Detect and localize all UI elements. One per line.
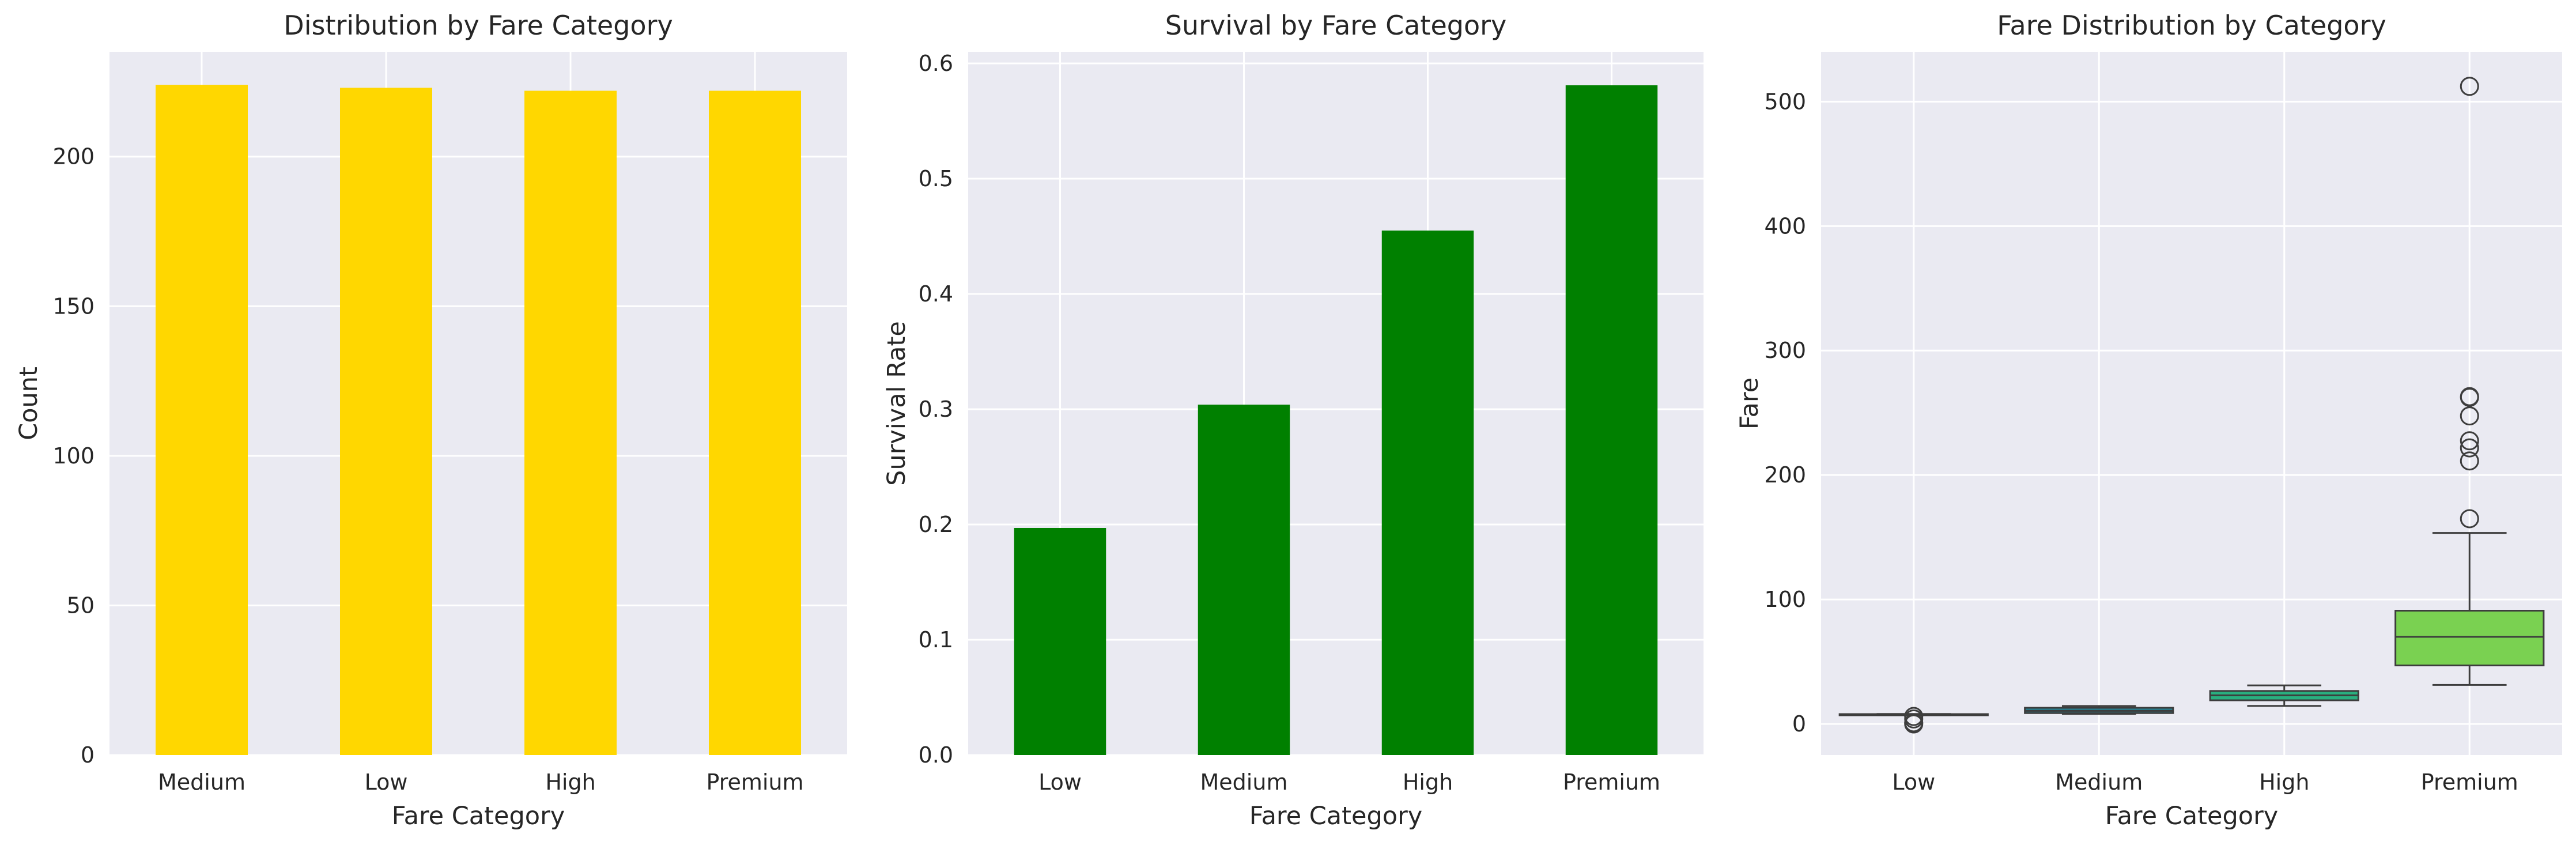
- y-tick-label: 0.3: [919, 397, 953, 422]
- x-tick-label-low: Low: [365, 769, 408, 795]
- y-tick-label: 0.6: [919, 51, 953, 76]
- outlier-point: [2460, 438, 2479, 458]
- outlier-point: [2460, 451, 2479, 471]
- chart-title: Fare Distribution by Category: [1997, 10, 2386, 41]
- y-tick-label: 0.1: [919, 627, 953, 652]
- x-tick-label-low: Low: [1038, 769, 1082, 795]
- outlier-point: [2460, 77, 2479, 96]
- x-tick-label-medium: Medium: [1200, 769, 1288, 795]
- x-tick-label-high: High: [2259, 769, 2309, 795]
- outlier-point: [2460, 431, 2479, 451]
- outlier-point: [1904, 707, 1924, 726]
- bar-premium: [709, 90, 801, 755]
- x-tick-label-low: Low: [1892, 769, 1935, 795]
- x-tick-label-high: High: [1403, 769, 1453, 795]
- y-tick-label: 50: [67, 593, 95, 618]
- y-tick-label: 0.0: [919, 742, 953, 768]
- x-axis-label: Fare Category: [2105, 802, 2278, 831]
- bar-low: [340, 88, 432, 756]
- y-tick-label: 200: [52, 144, 95, 169]
- box-premium: [2394, 77, 2545, 686]
- y-axis-label: Count: [14, 367, 43, 440]
- box-high: [2209, 684, 2359, 707]
- x-tick-label-high: High: [545, 769, 595, 795]
- x-axis-label: Fare Category: [392, 802, 565, 831]
- panel-2: 0.0 0.1 0.2 0.3 0.4 0.5 0.6 Low Medium High Premiu…: [882, 10, 1704, 831]
- panel-1: 0 50 100 150 200 Medium Low High Premium Distribu…: [14, 10, 847, 831]
- y-tick-label: 500: [1764, 89, 1806, 114]
- y-axis-label: Fare: [1735, 378, 1764, 429]
- bar-high: [1381, 231, 1474, 755]
- chart-title: Survival by Fare Category: [1165, 10, 1507, 41]
- y-tick-label: 300: [1764, 338, 1806, 363]
- y-tick-label: 0.5: [919, 166, 953, 191]
- y-tick-label: 100: [1764, 587, 1806, 612]
- y-tick-label: 0: [81, 742, 95, 768]
- y-axis-label: Survival Rate: [882, 321, 911, 486]
- bar-low: [1014, 528, 1106, 755]
- x-tick-label-premium: Premium: [706, 769, 803, 795]
- y-tick-label: 100: [52, 443, 95, 469]
- x-tick-label-premium: Premium: [1563, 769, 1660, 795]
- y-tick-label: 400: [1764, 213, 1806, 239]
- bar-high: [524, 90, 617, 755]
- y-tick-label: 200: [1764, 462, 1806, 488]
- outlier-point: [2460, 387, 2479, 406]
- iqr-box: [2394, 610, 2545, 667]
- y-tick-label: 0: [1792, 711, 1806, 737]
- y-tick-label: 0.2: [919, 512, 953, 537]
- bar-medium: [156, 85, 248, 755]
- y-tick-label: 0.4: [919, 281, 953, 307]
- box-medium: [2024, 705, 2174, 715]
- chart-title: Distribution by Fare Category: [284, 10, 673, 41]
- bar-premium: [1565, 85, 1658, 755]
- x-tick-label-medium: Medium: [2055, 769, 2143, 795]
- box-low: [1838, 707, 1989, 734]
- bar-medium: [1198, 405, 1290, 755]
- outlier-point: [2460, 406, 2479, 426]
- panel-3: 0 100 200 300 400 500 Low Medium High Premium Fare…: [1735, 10, 2562, 831]
- x-tick-label-premium: Premium: [2421, 769, 2518, 795]
- x-axis-label: Fare Category: [1249, 802, 1422, 831]
- x-tick-label-medium: Medium: [158, 769, 245, 795]
- y-tick-label: 150: [52, 293, 95, 319]
- outlier-point: [2460, 509, 2479, 529]
